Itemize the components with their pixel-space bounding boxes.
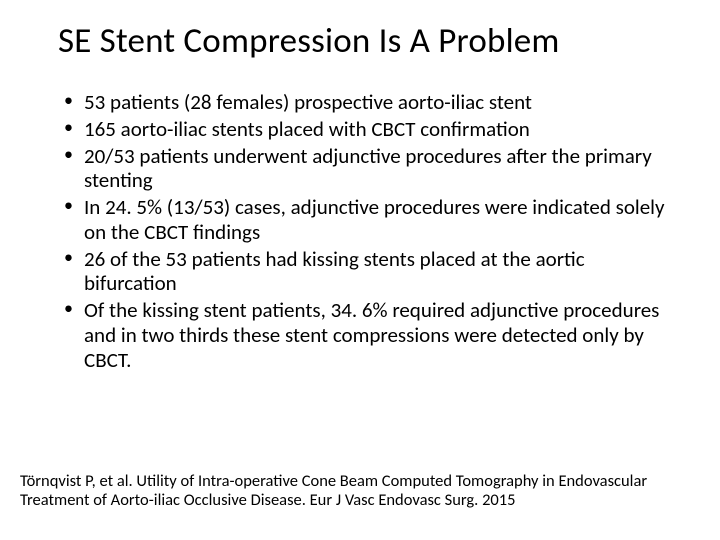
bullet-item: In 24. 5% (13/53) cases, adjunctive proc…	[60, 195, 680, 245]
slide-title: SE Stent Compression Is A Problem	[58, 20, 680, 62]
slide-content: 53 patients (28 females) prospective aor…	[40, 90, 680, 372]
bullet-list: 53 patients (28 females) prospective aor…	[60, 90, 680, 372]
bullet-item: 26 of the 53 patients had kissing stents…	[60, 247, 680, 297]
bullet-item: 20/53 patients underwent adjunctive proc…	[60, 144, 680, 194]
bullet-item: Of the kissing stent patients, 34. 6% re…	[60, 298, 680, 372]
citation-text: Törnqvist P, et al. Utility of Intra-ope…	[20, 472, 700, 510]
bullet-item: 165 aorto-iliac stents placed with CBCT …	[60, 117, 680, 142]
bullet-item: 53 patients (28 females) prospective aor…	[60, 90, 680, 115]
